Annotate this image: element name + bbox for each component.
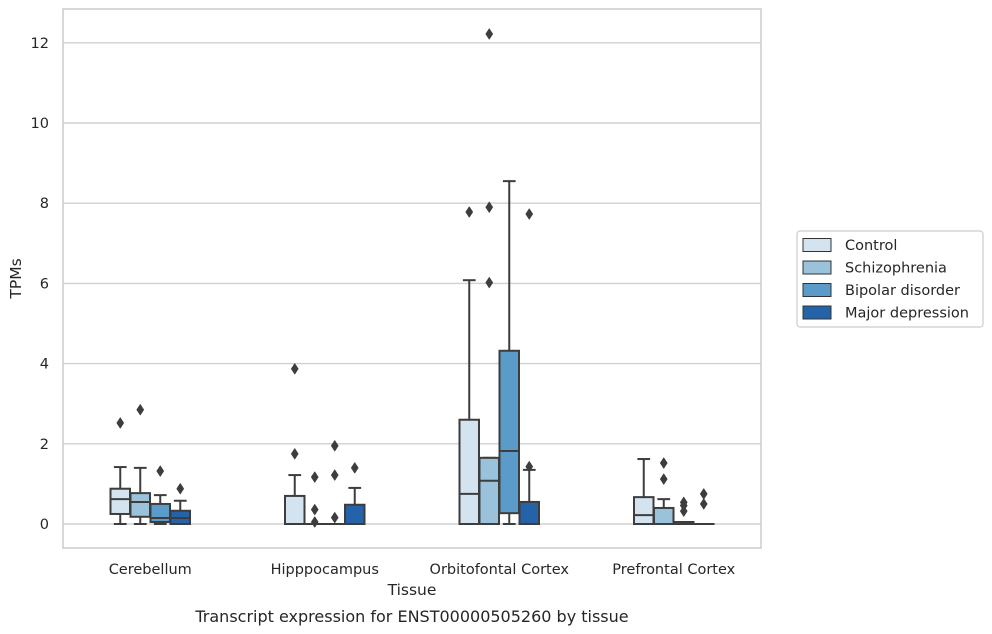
box-groups: [109, 28, 715, 528]
box-iqr: [129, 492, 151, 518]
box-iqr: [344, 503, 366, 526]
x-tick-label: Hipppocampus: [271, 562, 379, 578]
box-iqr: [149, 502, 171, 523]
chart-caption: Transcript expression for ENST0000050526…: [194, 607, 628, 626]
outlier-point: [525, 208, 534, 220]
box-iqr: [458, 418, 480, 525]
box-control: [284, 362, 306, 525]
outlier-point: [330, 469, 339, 482]
outlier-point: [156, 465, 165, 478]
box-iqr: [478, 456, 500, 525]
box-schizophrenia: [304, 471, 326, 528]
box-schizophrenia: [478, 28, 500, 525]
legend-item: Schizophrenia: [802, 260, 947, 277]
box-major-depression: [518, 208, 540, 526]
box-schizophrenia: [653, 457, 675, 525]
legend-label: Control: [845, 238, 897, 254]
box-control: [458, 206, 480, 525]
legend-item: Control: [802, 238, 897, 254]
y-axis-label: TPMs: [7, 258, 25, 299]
x-tick-label: Prefrontal Cortex: [612, 562, 735, 578]
box-major-depression: [344, 461, 366, 526]
legend-label: Major depression: [845, 306, 969, 322]
outlier-point: [699, 487, 708, 500]
outlier-point: [290, 362, 299, 375]
outlier-point: [310, 503, 319, 516]
box-iqr: [653, 506, 675, 525]
box-bipolar-disorder: [498, 180, 520, 525]
box-major-depression: [693, 487, 715, 526]
y-tick-label: 12: [31, 36, 49, 52]
outlier-point: [116, 416, 125, 429]
outlier-point: [330, 511, 339, 524]
legend-item: Major depression: [802, 305, 969, 322]
y-tick-label: 2: [40, 437, 49, 453]
y-tick-label: 6: [40, 276, 49, 292]
box-control: [109, 416, 131, 525]
outlier-point: [699, 497, 708, 510]
box-iqr: [518, 500, 540, 526]
y-tick-label: 8: [40, 196, 49, 212]
outlier-point: [310, 516, 319, 528]
legend-swatch: [802, 238, 832, 252]
box-bipolar-disorder: [324, 439, 346, 526]
outlier-point: [485, 276, 494, 289]
legend-label: Schizophrenia: [845, 261, 947, 277]
y-tick-label: 4: [40, 357, 49, 373]
outlier-point: [659, 457, 668, 470]
box-major-depression: [169, 482, 191, 525]
outlier-point: [350, 461, 359, 474]
x-axis-label: Tissue: [387, 581, 437, 599]
outlier-point: [679, 505, 688, 518]
legend: Control Schizophrenia Bipolar disorder Majo…: [796, 230, 984, 328]
legend-frame: [796, 230, 984, 328]
y-tick-label: 10: [31, 116, 49, 132]
plot-area-frame: [62, 8, 762, 549]
outlier-point: [659, 473, 668, 486]
x-tick-label: Cerebellum: [109, 562, 192, 578]
legend-swatch: [802, 260, 832, 275]
outlier-point: [136, 403, 145, 416]
legend-swatch: [802, 305, 832, 320]
box-control: [633, 458, 655, 525]
outlier-point: [330, 439, 339, 452]
outlier-point: [485, 201, 494, 214]
box-iqr: [284, 494, 306, 525]
legend-swatch: [802, 283, 832, 297]
y-gridlines: [63, 42, 761, 525]
outlier-point: [465, 206, 474, 218]
box-bipolar-disorder: [149, 465, 171, 525]
box-iqr: [109, 487, 131, 515]
box-schizophrenia: [129, 403, 151, 525]
outlier-point: [176, 482, 185, 495]
legend-label: Bipolar disorder: [845, 283, 960, 299]
box-bipolar-disorder: [673, 496, 695, 525]
outlier-point: [310, 471, 319, 484]
x-tick-labels: Cerebellum Hipppocampus Orbitofontal Corte…: [109, 562, 736, 578]
outlier-point: [290, 447, 299, 460]
legend-item: Bipolar disorder: [802, 283, 960, 299]
outlier-point: [525, 460, 534, 473]
box-iqr: [498, 349, 520, 515]
box-iqr: [633, 496, 655, 525]
x-tick-label: Orbitofontal Cortex: [430, 562, 570, 578]
y-tick-labels: 0 2 4 6 8 10 12: [31, 36, 49, 533]
outlier-point: [485, 28, 494, 40]
y-tick-label: 0: [40, 517, 49, 533]
